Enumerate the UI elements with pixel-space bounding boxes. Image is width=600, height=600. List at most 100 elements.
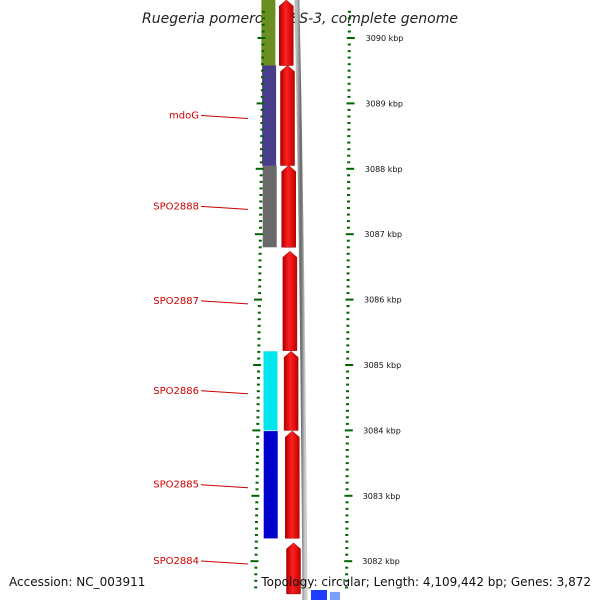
tick-label: 3088 kbp: [365, 165, 403, 174]
left-minor-tick: [260, 128, 264, 131]
left-minor-tick: [255, 507, 259, 510]
left-minor-tick: [255, 481, 259, 484]
left-minor-tick: [255, 488, 259, 491]
minor-tick: [345, 468, 349, 471]
gene-label-leader: [200, 484, 249, 489]
left-minor-tick: [255, 475, 259, 478]
left-minor-tick: [259, 180, 263, 183]
left-minor-tick: [256, 409, 260, 412]
minor-tick: [346, 357, 350, 360]
left-minor-tick: [255, 501, 259, 504]
minor-tick: [345, 422, 349, 425]
left-major-tick: [250, 560, 259, 563]
left-minor-tick: [261, 63, 265, 66]
left-minor-tick: [258, 292, 262, 295]
minor-tick: [345, 462, 349, 465]
left-minor-tick: [259, 154, 263, 157]
map-title: Ruegeria pomeroyi DSS-3, complete genome: [142, 11, 458, 27]
minor-tick: [345, 553, 349, 556]
left-minor-tick: [260, 148, 263, 151]
major-tick: [346, 37, 355, 39]
minor-tick: [346, 285, 350, 288]
major-tick: [346, 167, 355, 170]
tick-label: 3089 kbp: [365, 99, 403, 108]
minor-tick: [347, 174, 351, 177]
left-major-tick: [251, 494, 260, 497]
left-minor-tick: [257, 370, 260, 373]
left-minor-tick: [256, 396, 260, 399]
minor-tick: [345, 475, 349, 478]
gene-feature-box: [261, 0, 276, 66]
left-minor-tick: [260, 95, 264, 98]
left-minor-tick: [254, 534, 258, 536]
minor-tick: [346, 318, 350, 321]
minor-tick: [345, 449, 349, 451]
left-minor-tick: [259, 194, 263, 196]
minor-tick: [346, 305, 350, 308]
minor-tick: [345, 501, 349, 504]
minor-tick: [347, 50, 351, 53]
left-minor-tick: [256, 403, 260, 406]
left-minor-tick: [260, 89, 264, 92]
tick-label: 3085 kbp: [364, 361, 402, 370]
minor-tick: [346, 403, 349, 406]
minor-tick: [346, 396, 349, 399]
minor-tick: [347, 76, 351, 79]
left-minor-tick: [258, 272, 262, 275]
cds-arrow: [285, 430, 300, 539]
left-minor-tick: [259, 174, 263, 177]
bottom-feature-box: [330, 592, 340, 600]
minor-tick: [347, 161, 351, 164]
left-minor-tick: [260, 108, 264, 111]
gene-label: SPO2887: [153, 296, 199, 307]
left-minor-tick: [259, 220, 263, 223]
minor-tick: [345, 455, 349, 458]
left-minor-tick: [258, 285, 262, 288]
minor-tick: [345, 416, 349, 419]
left-minor-tick: [259, 213, 263, 216]
minor-tick: [347, 69, 351, 72]
left-minor-tick: [255, 514, 259, 517]
left-minor-tick: [255, 468, 259, 471]
minor-tick: [345, 435, 349, 438]
minor-tick: [345, 514, 349, 517]
left-major-tick: [254, 298, 262, 301]
left-major-tick: [255, 167, 264, 170]
minor-tick: [347, 82, 351, 85]
left-minor-tick: [259, 207, 263, 209]
minor-tick: [347, 10, 351, 13]
tick-label: 3083 kbp: [363, 492, 401, 501]
minor-tick: [346, 213, 350, 216]
left-major-tick: [252, 429, 261, 432]
minor-tick: [347, 141, 351, 144]
cds-arrow: [280, 65, 295, 166]
gene-feature-box: [263, 431, 278, 539]
tick-label: 3087 kbp: [364, 230, 402, 239]
left-minor-tick: [257, 305, 261, 308]
left-minor-tick: [256, 390, 260, 393]
minor-tick: [345, 566, 349, 569]
topology-text: Topology: circular; Length: 4,109,442 bp…: [261, 575, 591, 589]
left-minor-tick: [254, 579, 258, 582]
minor-tick: [345, 442, 349, 445]
left-minor-tick: [261, 10, 265, 13]
gene-label-leader: [200, 205, 249, 210]
left-minor-tick: [254, 547, 258, 550]
gene-label: SPO2885: [153, 480, 199, 491]
cds-arrow: [283, 350, 299, 431]
minor-tick: [346, 390, 349, 393]
minor-tick: [346, 246, 350, 249]
major-tick: [345, 233, 354, 236]
left-minor-tick: [261, 43, 265, 46]
left-minor-tick: [254, 566, 258, 569]
minor-tick: [347, 17, 351, 20]
minor-tick: [346, 259, 350, 262]
minor-tick: [346, 383, 350, 386]
minor-tick: [347, 200, 350, 203]
tick-label: 3090 kbp: [366, 34, 404, 43]
bottom-feature-box: [311, 590, 327, 600]
gene-feature-box: [262, 165, 277, 248]
minor-tick: [345, 534, 349, 536]
minor-tick: [345, 527, 349, 530]
cds-arrow: [279, 0, 294, 66]
